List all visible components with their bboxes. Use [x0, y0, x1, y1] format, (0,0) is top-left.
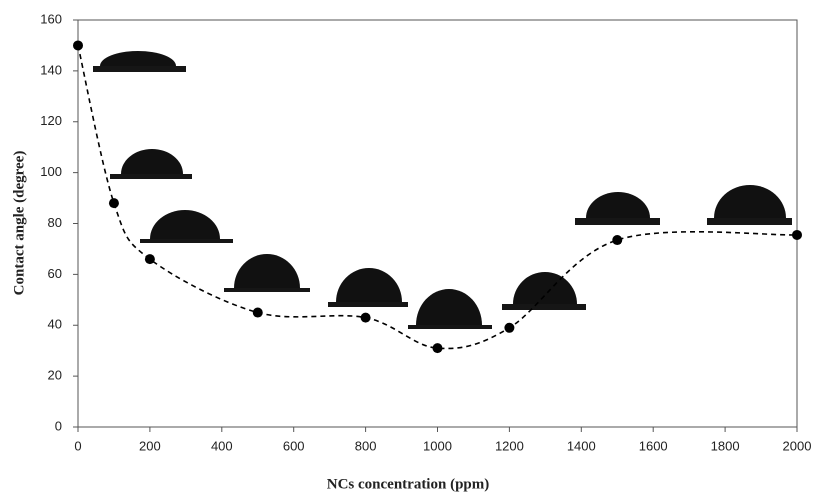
x-tick-label: 1400 [567, 438, 596, 453]
x-tick-label: 2000 [783, 438, 812, 453]
y-tick-label: 60 [48, 266, 62, 281]
x-tick-label: 1200 [495, 438, 524, 453]
droplet-images [93, 51, 792, 329]
y-tick-label: 0 [55, 418, 62, 433]
data-point [252, 307, 263, 318]
data-point [360, 312, 371, 323]
data-point [504, 322, 515, 333]
x-tick-label: 0 [74, 438, 81, 453]
x-tick-label: 1600 [639, 438, 668, 453]
x-tick-label: 1800 [711, 438, 740, 453]
data-point [144, 254, 155, 265]
data-point [792, 229, 802, 240]
x-tick-label: 600 [283, 438, 305, 453]
data-point [432, 343, 443, 354]
y-tick-label: 20 [48, 368, 62, 383]
y-axis-label: Contact angle (degree) [11, 151, 27, 296]
x-tick-label: 1000 [423, 438, 452, 453]
x-tick-label: 800 [355, 438, 377, 453]
data-point [108, 198, 119, 209]
y-tick-label: 140 [40, 62, 62, 77]
x-tick-label: 400 [211, 438, 233, 453]
data-point [612, 235, 623, 246]
x-tick-label: 200 [139, 438, 161, 453]
y-tick-label: 80 [48, 215, 62, 230]
y-tick-label: 120 [40, 113, 62, 128]
y-tick-label: 100 [40, 164, 62, 179]
x-axis-label: NCs concentration (ppm) [327, 476, 490, 492]
data-point [73, 40, 83, 51]
y-tick-label: 160 [40, 11, 62, 26]
y-tick-label: 40 [48, 317, 62, 332]
